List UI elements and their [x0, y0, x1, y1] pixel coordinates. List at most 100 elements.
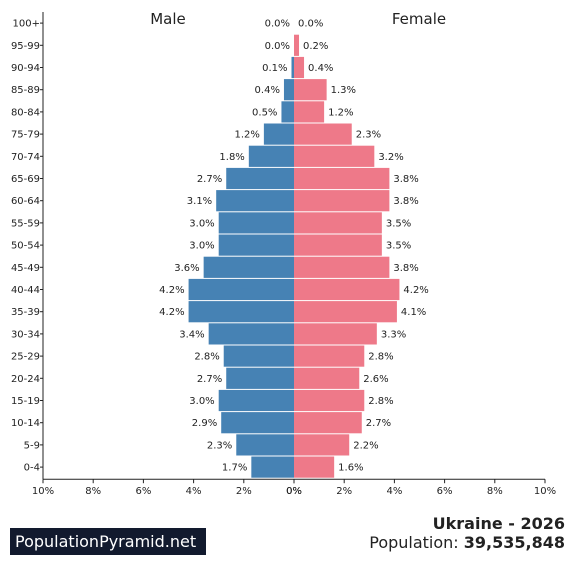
x-tick-label: 4% [186, 486, 202, 497]
age-group-label: 95-99 [11, 41, 40, 52]
female-value-label: 2.3% [356, 130, 381, 141]
male-value-label: 2.8% [194, 352, 219, 363]
male-bar [208, 323, 294, 345]
female-value-label: 2.6% [363, 374, 388, 385]
female-bar [294, 234, 382, 256]
female-value-label: 0.4% [308, 63, 333, 74]
age-group-label: 60-64 [11, 196, 40, 207]
age-group-label: 0-4 [24, 463, 40, 474]
female-value-label: 2.2% [353, 440, 378, 451]
x-tick-label: 0% [286, 486, 302, 497]
male-value-label: 0.1% [262, 63, 287, 74]
male-value-label: 2.9% [192, 418, 217, 429]
female-value-label: 2.8% [368, 352, 393, 363]
age-group-label: 75-79 [11, 130, 40, 141]
female-bar [294, 301, 397, 323]
male-value-label: 1.8% [219, 152, 244, 163]
age-group-label: 50-54 [11, 241, 40, 252]
male-value-label: 0.5% [252, 107, 277, 118]
female-value-label: 3.8% [393, 174, 418, 185]
male-bar [218, 234, 294, 256]
male-bar [188, 301, 294, 323]
x-tick-label: 8% [487, 486, 503, 497]
male-value-label: 3.0% [189, 218, 214, 229]
age-group-label: 40-44 [11, 285, 40, 296]
country-year-title: Ukraine - 2026 [432, 514, 565, 533]
x-tick-label: 10% [32, 486, 54, 497]
age-group-label: 65-69 [11, 174, 40, 185]
x-tick-label: 4% [386, 486, 402, 497]
male-bar [221, 412, 294, 434]
male-value-label: 3.0% [189, 241, 214, 252]
female-bar [294, 367, 360, 389]
female-value-label: 0.2% [303, 41, 328, 52]
male-bar [251, 456, 294, 478]
male-value-label: 0.0% [265, 19, 290, 30]
female-bar [294, 323, 377, 345]
female-bar [294, 256, 390, 278]
female-bar [294, 79, 327, 101]
female-bar [294, 389, 365, 412]
female-bar [294, 190, 390, 212]
x-tick-label: 2% [336, 486, 352, 497]
x-tick-label: 10% [534, 486, 556, 497]
x-tick-label: 8% [85, 486, 101, 497]
brand-logo[interactable]: PopulationPyramid.net [10, 528, 206, 555]
population-pyramid-chart: Male Female 1.7% 1.6% 0-4 2.3% 2.2% 5-9 2.9% 2.7%… [11, 10, 556, 497]
female-bar [294, 56, 305, 79]
age-group-label: 55-59 [11, 218, 40, 229]
male-value-label: 0.0% [265, 41, 290, 52]
age-group-label: 80-84 [11, 107, 40, 118]
female-bar [294, 434, 350, 456]
age-group-label: 15-19 [11, 396, 40, 407]
age-group-label: 100+ [13, 19, 40, 30]
male-value-label: 3.0% [189, 396, 214, 407]
male-value-label: 2.3% [207, 440, 232, 451]
female-bar [294, 345, 365, 367]
male-value-label: 0.4% [255, 85, 280, 96]
male-value-label: 3.1% [187, 196, 212, 207]
female-bar [294, 167, 390, 190]
female-value-label: 3.8% [393, 196, 418, 207]
population-summary: Population: 39,535,848 [369, 533, 565, 552]
female-value-label: 1.2% [328, 107, 353, 118]
female-value-label: 3.8% [393, 263, 418, 274]
male-bar [203, 256, 294, 278]
female-value-label: 3.5% [386, 241, 411, 252]
male-bar [188, 278, 294, 301]
male-bar [226, 367, 294, 389]
female-bar [294, 412, 362, 434]
female-bar [294, 101, 325, 123]
male-bar [248, 145, 294, 167]
male-bar [283, 79, 294, 101]
x-tick-label: 0% [286, 486, 302, 497]
male-bar [281, 101, 294, 123]
female-value-label: 4.2% [403, 285, 428, 296]
female-bar [294, 34, 300, 56]
male-bar [223, 345, 294, 367]
male-bar [226, 167, 294, 190]
male-value-label: 4.2% [159, 285, 184, 296]
female-title: Female [392, 10, 446, 28]
age-group-label: 45-49 [11, 263, 40, 274]
age-group-label: 90-94 [11, 63, 40, 74]
male-bar [218, 389, 294, 412]
male-value-label: 3.6% [174, 263, 199, 274]
x-tick-label: 2% [236, 486, 252, 497]
female-value-label: 2.7% [366, 418, 391, 429]
age-group-label: 35-39 [11, 307, 40, 318]
female-value-label: 1.3% [331, 85, 356, 96]
female-value-label: 1.6% [338, 463, 363, 474]
female-value-label: 3.2% [378, 152, 403, 163]
male-value-label: 1.7% [222, 463, 247, 474]
female-value-label: 3.5% [386, 218, 411, 229]
male-value-label: 2.7% [197, 374, 222, 385]
male-bar [218, 212, 294, 234]
population-label: Population: [369, 533, 459, 552]
female-bar [294, 212, 382, 234]
female-value-label: 0.0% [298, 19, 323, 30]
male-value-label: 2.7% [197, 174, 222, 185]
population-value: 39,535,848 [463, 533, 565, 552]
male-bar [291, 56, 294, 79]
x-tick-label: 6% [135, 486, 151, 497]
